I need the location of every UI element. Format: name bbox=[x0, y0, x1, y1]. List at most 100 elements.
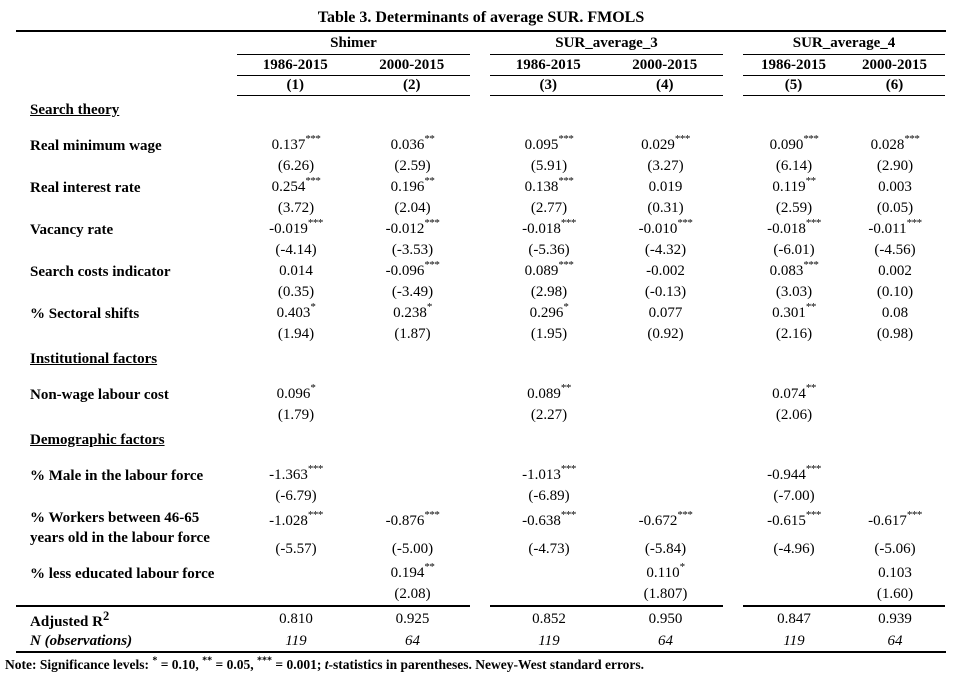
significance-stars: ** bbox=[805, 175, 817, 187]
significance-stars: ** bbox=[202, 655, 213, 667]
tstat-cell: (1.94) bbox=[277, 326, 315, 342]
coefficient-cell: -0.615*** bbox=[767, 509, 822, 530]
column-period-header: 1986-2015 2000-2015 bbox=[237, 55, 470, 76]
column-number-label: (6) bbox=[885, 77, 904, 93]
coefficient-cell: 0.019 bbox=[648, 179, 683, 195]
coefficient-cell: -1.013*** bbox=[522, 463, 577, 484]
footer-row: Adjusted R2 0.810 0.925 0.852 0.950 0.847 0.93… bbox=[16, 607, 946, 632]
significance-stars: *** bbox=[305, 133, 321, 145]
tstat-cell: (2.27) bbox=[530, 407, 568, 423]
footer-value-cell: 119 bbox=[285, 633, 307, 649]
significance-stars: *** bbox=[307, 463, 324, 475]
tstat-cell: (-5.36) bbox=[528, 242, 570, 258]
row-label: Search costs indicator bbox=[30, 264, 171, 280]
coefficient-cell: 0.029*** bbox=[641, 133, 690, 154]
note-text: Note: Significance levels: bbox=[5, 657, 153, 672]
significance-stars: ** bbox=[805, 382, 817, 394]
significance-stars: *** bbox=[307, 509, 324, 521]
coefficient-cell: 0.036** bbox=[390, 133, 435, 154]
footer-value-cell: 0.939 bbox=[878, 611, 912, 627]
tstat-cell: (-5.00) bbox=[391, 541, 434, 557]
row-label: Real interest rate bbox=[30, 180, 141, 196]
tstat-cell: (0.35) bbox=[277, 284, 315, 300]
tstat-cell: (-0.13) bbox=[644, 284, 687, 300]
column-number-header: (3) (4) bbox=[490, 76, 723, 96]
tstat-cell: (-4.73) bbox=[528, 541, 570, 557]
significance-stars: * bbox=[152, 655, 158, 667]
coefficient-cell: 0.08 bbox=[881, 305, 909, 321]
significance-stars: *** bbox=[558, 259, 574, 271]
tstat-cell: (1.807) bbox=[643, 586, 688, 602]
tstat-cell: (0.10) bbox=[876, 284, 914, 300]
coefficient-cell: 0.089*** bbox=[524, 259, 574, 280]
footer-value-cell: 119 bbox=[538, 633, 560, 649]
variable-row: % Workers between 46-65 years old in the… bbox=[16, 507, 946, 563]
row-label: Non-wage labour cost bbox=[30, 387, 169, 403]
footer-value-cell: 0.925 bbox=[395, 611, 430, 627]
column-number-label: (5) bbox=[784, 77, 803, 93]
coefficient-cell: 0.119** bbox=[772, 175, 817, 196]
header-row: (1) (2) (3) (4) (5) (6) bbox=[16, 76, 946, 96]
column-number-header: (5) (6) bbox=[743, 76, 945, 96]
significance-stars: *** bbox=[307, 217, 324, 229]
tstat-cell: (1.79) bbox=[277, 407, 315, 423]
significance-stars: *** bbox=[677, 509, 693, 521]
significance-stars: *** bbox=[257, 655, 272, 667]
significance-stars: *** bbox=[560, 463, 577, 475]
variable-row: Non-wage labour cost 0.096* (1.79) 0.089** (… bbox=[16, 382, 946, 426]
coefficient-cell: 0.077 bbox=[648, 305, 683, 321]
coefficient-cell: 0.002 bbox=[878, 263, 912, 279]
coefficient-cell: 0.074** bbox=[772, 382, 817, 403]
coefficient-cell: -1.363*** bbox=[269, 463, 324, 484]
tstat-cell: (2.16) bbox=[775, 326, 813, 342]
footer-value-cell: 119 bbox=[783, 633, 805, 649]
coefficient-cell: 0.110* bbox=[646, 561, 685, 582]
tstat-cell: (-6.89) bbox=[528, 488, 570, 504]
column-number-label: (4) bbox=[656, 77, 674, 93]
coefficient-cell: -0.876*** bbox=[385, 509, 440, 530]
tstat-cell: (2.06) bbox=[775, 407, 813, 423]
coefficient-cell: -0.019*** bbox=[269, 217, 324, 238]
tstat-cell: (2.04) bbox=[394, 200, 431, 216]
period-label: 2000-2015 bbox=[862, 57, 927, 73]
significance-stars: *** bbox=[805, 509, 822, 521]
note-text: = 0.10, bbox=[157, 657, 203, 672]
variable-row: % less educated labour force 0.194** (2.08… bbox=[16, 561, 946, 605]
table-note: Note: Significance levels: * = 0.10, ** … bbox=[5, 655, 946, 674]
header-row: Shimer SUR_average_3 SUR_average_4 bbox=[16, 32, 946, 55]
rule-segment bbox=[16, 605, 470, 607]
significance-stars: *** bbox=[805, 217, 822, 229]
significance-stars: *** bbox=[805, 463, 822, 475]
rule-segment bbox=[743, 605, 945, 607]
footer-value-cell: 0.847 bbox=[777, 611, 811, 627]
coefficient-cell: 0.089** bbox=[527, 382, 571, 403]
footer-row-label: Adjusted R2 bbox=[30, 609, 110, 630]
tstat-cell: (-6.79) bbox=[275, 488, 317, 504]
coefficient-cell: 0.137*** bbox=[271, 133, 321, 154]
tstat-cell: (2.59) bbox=[394, 158, 431, 174]
significance-stars: *** bbox=[424, 217, 440, 229]
significance-stars: *** bbox=[906, 217, 923, 229]
significance-stars: *** bbox=[305, 175, 321, 187]
significance-stars: * bbox=[426, 301, 433, 313]
table3-container: Table 3. Determinants of average SUR. FM… bbox=[5, 9, 946, 674]
variable-row: Real minimum wage 0.137*** (6.26) 0.036** (2… bbox=[16, 133, 946, 177]
section-header: Search theory bbox=[16, 100, 946, 121]
significance-stars: *** bbox=[424, 509, 440, 521]
section-header-label: Demographic factors bbox=[30, 432, 165, 448]
variable-row: % Male in the labour force -1.363*** (-6.7… bbox=[16, 463, 946, 507]
tstat-cell: (2.77) bbox=[530, 200, 568, 216]
significance-stars: *** bbox=[904, 133, 920, 145]
significance-stars: *** bbox=[558, 133, 574, 145]
column-number-label: (1) bbox=[286, 77, 305, 93]
note-text: = 0.05, bbox=[212, 657, 257, 672]
significance-stars: ** bbox=[424, 133, 435, 145]
tstat-cell: (2.08) bbox=[394, 586, 431, 602]
section-header: Institutional factors bbox=[16, 349, 946, 370]
tstat-cell: (-7.00) bbox=[773, 488, 815, 504]
tstat-cell: (2.59) bbox=[775, 200, 813, 216]
tstat-cell: (1.60) bbox=[876, 586, 914, 602]
significance-stars: * bbox=[310, 382, 316, 394]
top-rule bbox=[16, 30, 946, 32]
row-label: % Male in the labour force bbox=[30, 468, 204, 484]
